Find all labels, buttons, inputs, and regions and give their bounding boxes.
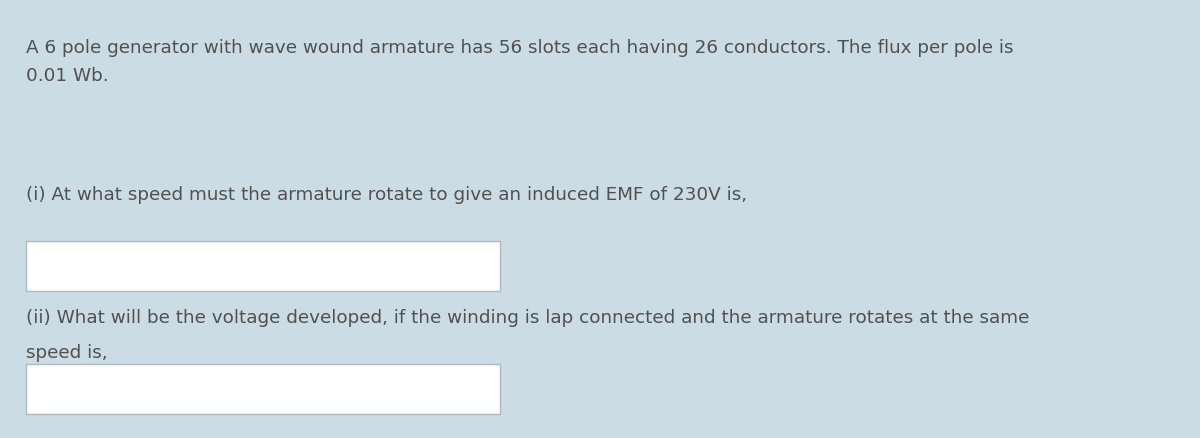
FancyBboxPatch shape — [26, 364, 500, 414]
Text: A 6 pole generator with wave wound armature has 56 slots each having 26 conducto: A 6 pole generator with wave wound armat… — [26, 39, 1014, 85]
Text: (i) At what speed must the armature rotate to give an induced EMF of 230V is,: (i) At what speed must the armature rota… — [26, 186, 748, 204]
FancyBboxPatch shape — [26, 241, 500, 291]
Text: speed is,: speed is, — [26, 344, 108, 362]
Text: (ii) What will be the voltage developed, if the winding is lap connected and the: (ii) What will be the voltage developed,… — [26, 309, 1030, 327]
